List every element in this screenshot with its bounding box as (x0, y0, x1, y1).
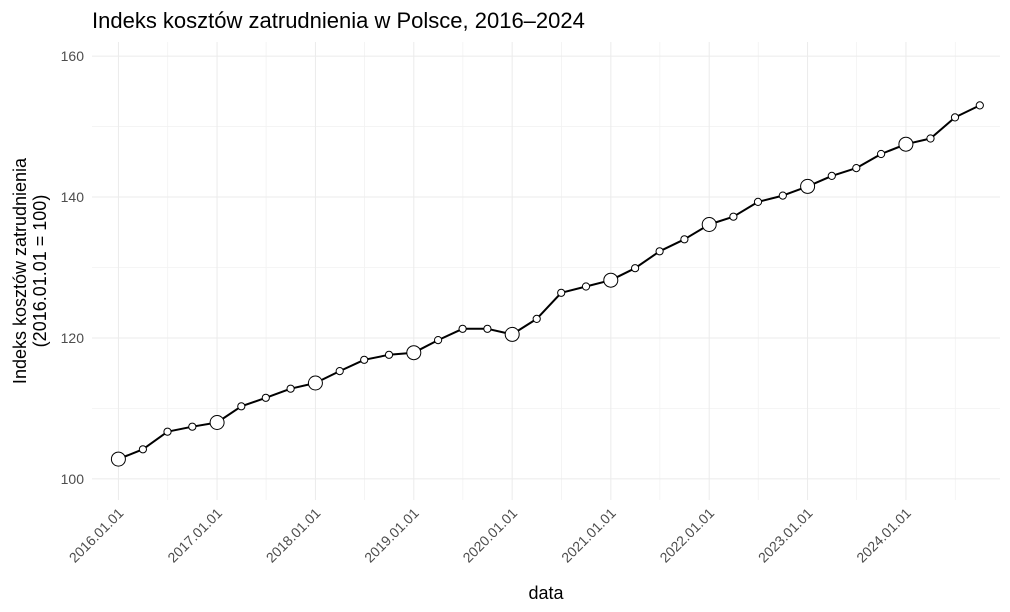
x-tick-label: 2024.01.01 (853, 505, 914, 566)
y-axis: 100 120 140 160 (61, 48, 85, 487)
data-point (237, 402, 246, 411)
data-point-january (209, 415, 225, 430)
data-point (458, 324, 467, 333)
data-point (827, 171, 836, 180)
series (110, 101, 984, 467)
y-axis-title: Indeks kosztów zatrudnienia (2016.01.01 … (10, 157, 50, 384)
data-point (434, 336, 443, 345)
data-point-january (406, 345, 422, 361)
data-point (729, 212, 738, 221)
data-point (975, 101, 984, 110)
data-point (655, 247, 664, 256)
data-point-january (504, 326, 520, 342)
data-point (360, 355, 369, 364)
data-point (877, 149, 886, 159)
data-point (261, 393, 270, 402)
y-axis-title-line-2: (2016.01.01 = 100) (30, 195, 50, 348)
x-tick-label: 2016.01.01 (66, 505, 127, 566)
data-point (532, 314, 541, 323)
y-tick-label: 100 (61, 471, 85, 487)
x-tick-label: 2022.01.01 (656, 505, 717, 566)
data-point (852, 164, 861, 173)
grid (92, 42, 1000, 500)
data-point-january (307, 375, 323, 391)
data-point-january (701, 217, 717, 232)
data-point (581, 282, 591, 291)
y-tick-label: 140 (61, 189, 85, 205)
data-point-january (898, 136, 914, 152)
x-axis: 2016.01.01 2017.01.01 2018.01.01 2019.01.01… (66, 505, 915, 566)
data-point (163, 427, 172, 436)
data-point (384, 350, 394, 359)
data-point-january (110, 451, 126, 467)
x-tick-label: 2017.01.01 (164, 505, 225, 566)
y-axis-title-line-1: Indeks kosztów zatrudnienia (10, 157, 30, 384)
x-tick-label: 2021.01.01 (558, 505, 619, 566)
data-point (335, 367, 344, 376)
x-tick-label: 2023.01.01 (755, 505, 816, 566)
data-point (188, 422, 197, 431)
data-point (926, 134, 935, 143)
x-axis-title: data (528, 583, 564, 603)
x-tick-label: 2018.01.01 (263, 505, 324, 566)
x-tick-label: 2020.01.01 (459, 505, 520, 566)
data-point-january (603, 272, 619, 288)
data-point (138, 445, 147, 454)
data-point (631, 264, 640, 273)
data-point (680, 235, 689, 244)
chart-title: Indeks kosztów zatrudnienia w Polsce, 20… (92, 8, 585, 33)
data-point (753, 197, 763, 206)
y-tick-label: 120 (61, 330, 85, 346)
y-tick-label: 160 (61, 48, 85, 64)
data-point (557, 288, 566, 297)
x-tick-label: 2019.01.01 (361, 505, 422, 566)
data-point-january (800, 178, 816, 194)
data-point (483, 324, 492, 333)
series-line (118, 104, 981, 461)
data-point (778, 191, 787, 200)
data-point (950, 113, 960, 122)
data-point (286, 384, 295, 393)
